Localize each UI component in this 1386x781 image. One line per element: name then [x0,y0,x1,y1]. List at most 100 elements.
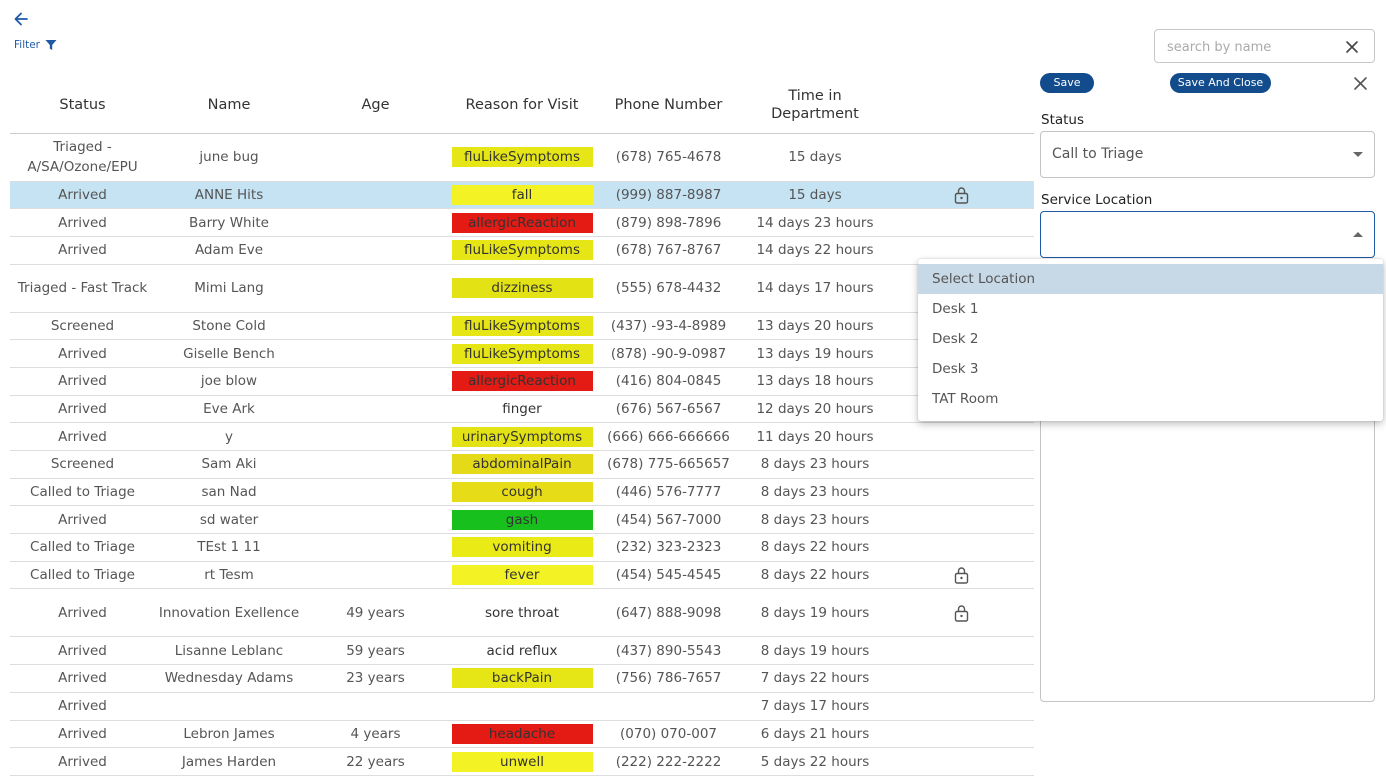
cell-age [303,561,448,590]
table-row[interactable]: Arrived Lebron James 4 years headache (070) … [10,720,1034,749]
cell-age: 49 years [303,588,448,638]
cell-status: Arrived [10,339,155,368]
location-option[interactable]: Desk 3 [932,361,979,377]
reason-badge: dizziness [451,278,593,299]
filter-label: Filter [14,39,41,51]
table-row[interactable]: Screened Sam Aki abdominalPain (678) 775-66… [10,450,1034,479]
table-row[interactable]: Arrived Adam Eve fluLikeSymptoms (678) 767-… [10,236,1034,265]
cell-time: 14 days 17 hours [741,264,889,313]
search-input[interactable] [1167,37,1327,57]
cell-lock [889,692,1034,721]
table-row[interactable]: Called to Triage TEst 1 11 vomiting (232) 3… [10,533,1034,562]
cell-age [303,692,448,721]
location-option[interactable]: Desk 2 [932,331,979,347]
cell-status: Arrived [10,395,155,424]
table-row[interactable]: Arrived Barry White allergicReaction (879) … [10,208,1034,237]
cell-time: 8 days 23 hours [741,505,889,535]
cell-time: 14 days 22 hours [741,236,889,265]
cell-lock [889,450,1034,479]
chevron-up-icon [1353,232,1363,237]
cell-time: 8 days 22 hours [741,561,889,590]
table-row[interactable]: Arrived Innovation Exellence 49 years sore … [10,588,1034,638]
cell-age [303,208,448,237]
panel-content-area [1040,410,1375,702]
table-row[interactable]: Arrived y urinarySymptoms (666) 666-666666 1… [10,422,1034,451]
cell-name [155,692,303,721]
table-row[interactable]: Arrived Wednesday Adams 23 years backPain (7… [10,664,1034,693]
table-row[interactable]: Arrived James Harden 22 years unwell (222) 2… [10,747,1034,776]
cell-reason: abdominalPain [448,450,596,479]
column-header-phone[interactable]: Phone Number [596,78,741,134]
reason-badge: finger [502,400,542,417]
table-row[interactable]: Called to Triage rt Tesm fever (454) 545-45… [10,561,1034,590]
close-panel-icon[interactable] [1353,76,1368,91]
table-row[interactable]: Arrived 7 days 17 hours [10,692,1034,721]
column-header-age[interactable]: Age [303,78,448,134]
location-option[interactable]: Select Location [918,264,1383,294]
cell-reason: backPain [448,664,596,693]
save-and-close-button[interactable]: Save And Close [1170,73,1271,93]
column-header-time[interactable]: Time in Department [741,78,889,134]
cell-phone: (999) 887-8987 [596,181,741,210]
filter-button[interactable]: Filter [14,39,57,51]
cell-time: 13 days 18 hours [741,367,889,396]
table-row[interactable]: Arrived Lisanne Leblanc 59 years acid reflu… [10,636,1034,666]
column-header-name[interactable]: Name [155,78,303,134]
column-header-reason[interactable]: Reason for Visit [448,78,596,134]
cell-name: san Nad [155,478,303,507]
reason-badge: acid reflux [486,642,558,659]
table-row[interactable]: Screened Stone Cold fluLikeSymptoms (437) -… [10,312,1034,341]
cell-status: Triaged - Fast Track [10,264,155,313]
service-location-select[interactable] [1040,211,1375,258]
back-arrow-icon[interactable] [11,9,31,29]
location-option[interactable]: TAT Room [932,391,999,407]
cell-time: 8 days 19 hours [741,636,889,666]
cell-lock [889,747,1034,776]
cell-reason: vomiting [448,533,596,562]
cell-age [303,181,448,210]
cell-time: 7 days 22 hours [741,664,889,693]
location-option[interactable]: Desk 1 [932,301,979,317]
cell-lock [889,181,1034,210]
reason-badge: cough [451,482,593,503]
cell-reason: acid reflux [448,636,596,666]
table-row[interactable]: Arrived ANNE Hits fall (999) 887-8987 15 day… [10,181,1034,210]
cell-phone: (555) 678-4432 [596,264,741,313]
column-header-status[interactable]: Status [10,78,155,134]
cell-status: Screened [10,450,155,479]
table-row[interactable]: Arrived joe blow allergicReaction (416) 804… [10,367,1034,396]
cell-status: Arrived [10,208,155,237]
cell-time: 15 days [741,181,889,210]
table-row[interactable]: Arrived sd water gash (454) 567-7000 8 days … [10,505,1034,535]
cell-phone: (666) 666-666666 [596,422,741,451]
cell-time: 8 days 19 hours [741,588,889,638]
cell-reason: sore throat [448,588,596,638]
cell-phone: (678) 775-665657 [596,450,741,479]
cell-phone: (879) 898-7896 [596,208,741,237]
table-row[interactable]: Called to Triage san Nad cough (446) 576-77… [10,478,1034,507]
cell-time: 7 days 17 hours [741,692,889,721]
reason-badge: backPain [451,668,593,689]
status-select[interactable]: Call to Triage [1040,131,1375,178]
table-row[interactable]: Triaged - Fast Track Mimi Lang dizziness (5… [10,264,1034,313]
cell-phone: (454) 567-7000 [596,505,741,535]
cell-age [303,339,448,368]
table-row[interactable]: Arrived Eve Ark finger (676) 567-6567 12 day… [10,395,1034,424]
reason-badge: sore throat [484,604,560,621]
reason-badge: fall [451,184,593,205]
table-row[interactable]: Triaged - A/SA/Ozone/EPU june bug fluLikeS… [10,133,1034,182]
cell-lock [889,422,1034,451]
cell-age [303,422,448,451]
cell-age: 4 years [303,720,448,749]
save-button[interactable]: Save [1040,73,1094,93]
cell-status: Arrived [10,422,155,451]
cell-age [303,395,448,424]
table-row[interactable]: Arrived Giselle Bench fluLikeSymptoms (878)… [10,339,1034,368]
cell-status: Arrived [10,664,155,693]
clear-search-icon[interactable] [1344,39,1360,55]
cell-time: 12 days 20 hours [741,395,889,424]
cell-reason: cough [448,478,596,507]
cell-time: 15 days [741,133,889,182]
reason-badge: fever [451,565,593,586]
cell-status: Called to Triage [10,478,155,507]
